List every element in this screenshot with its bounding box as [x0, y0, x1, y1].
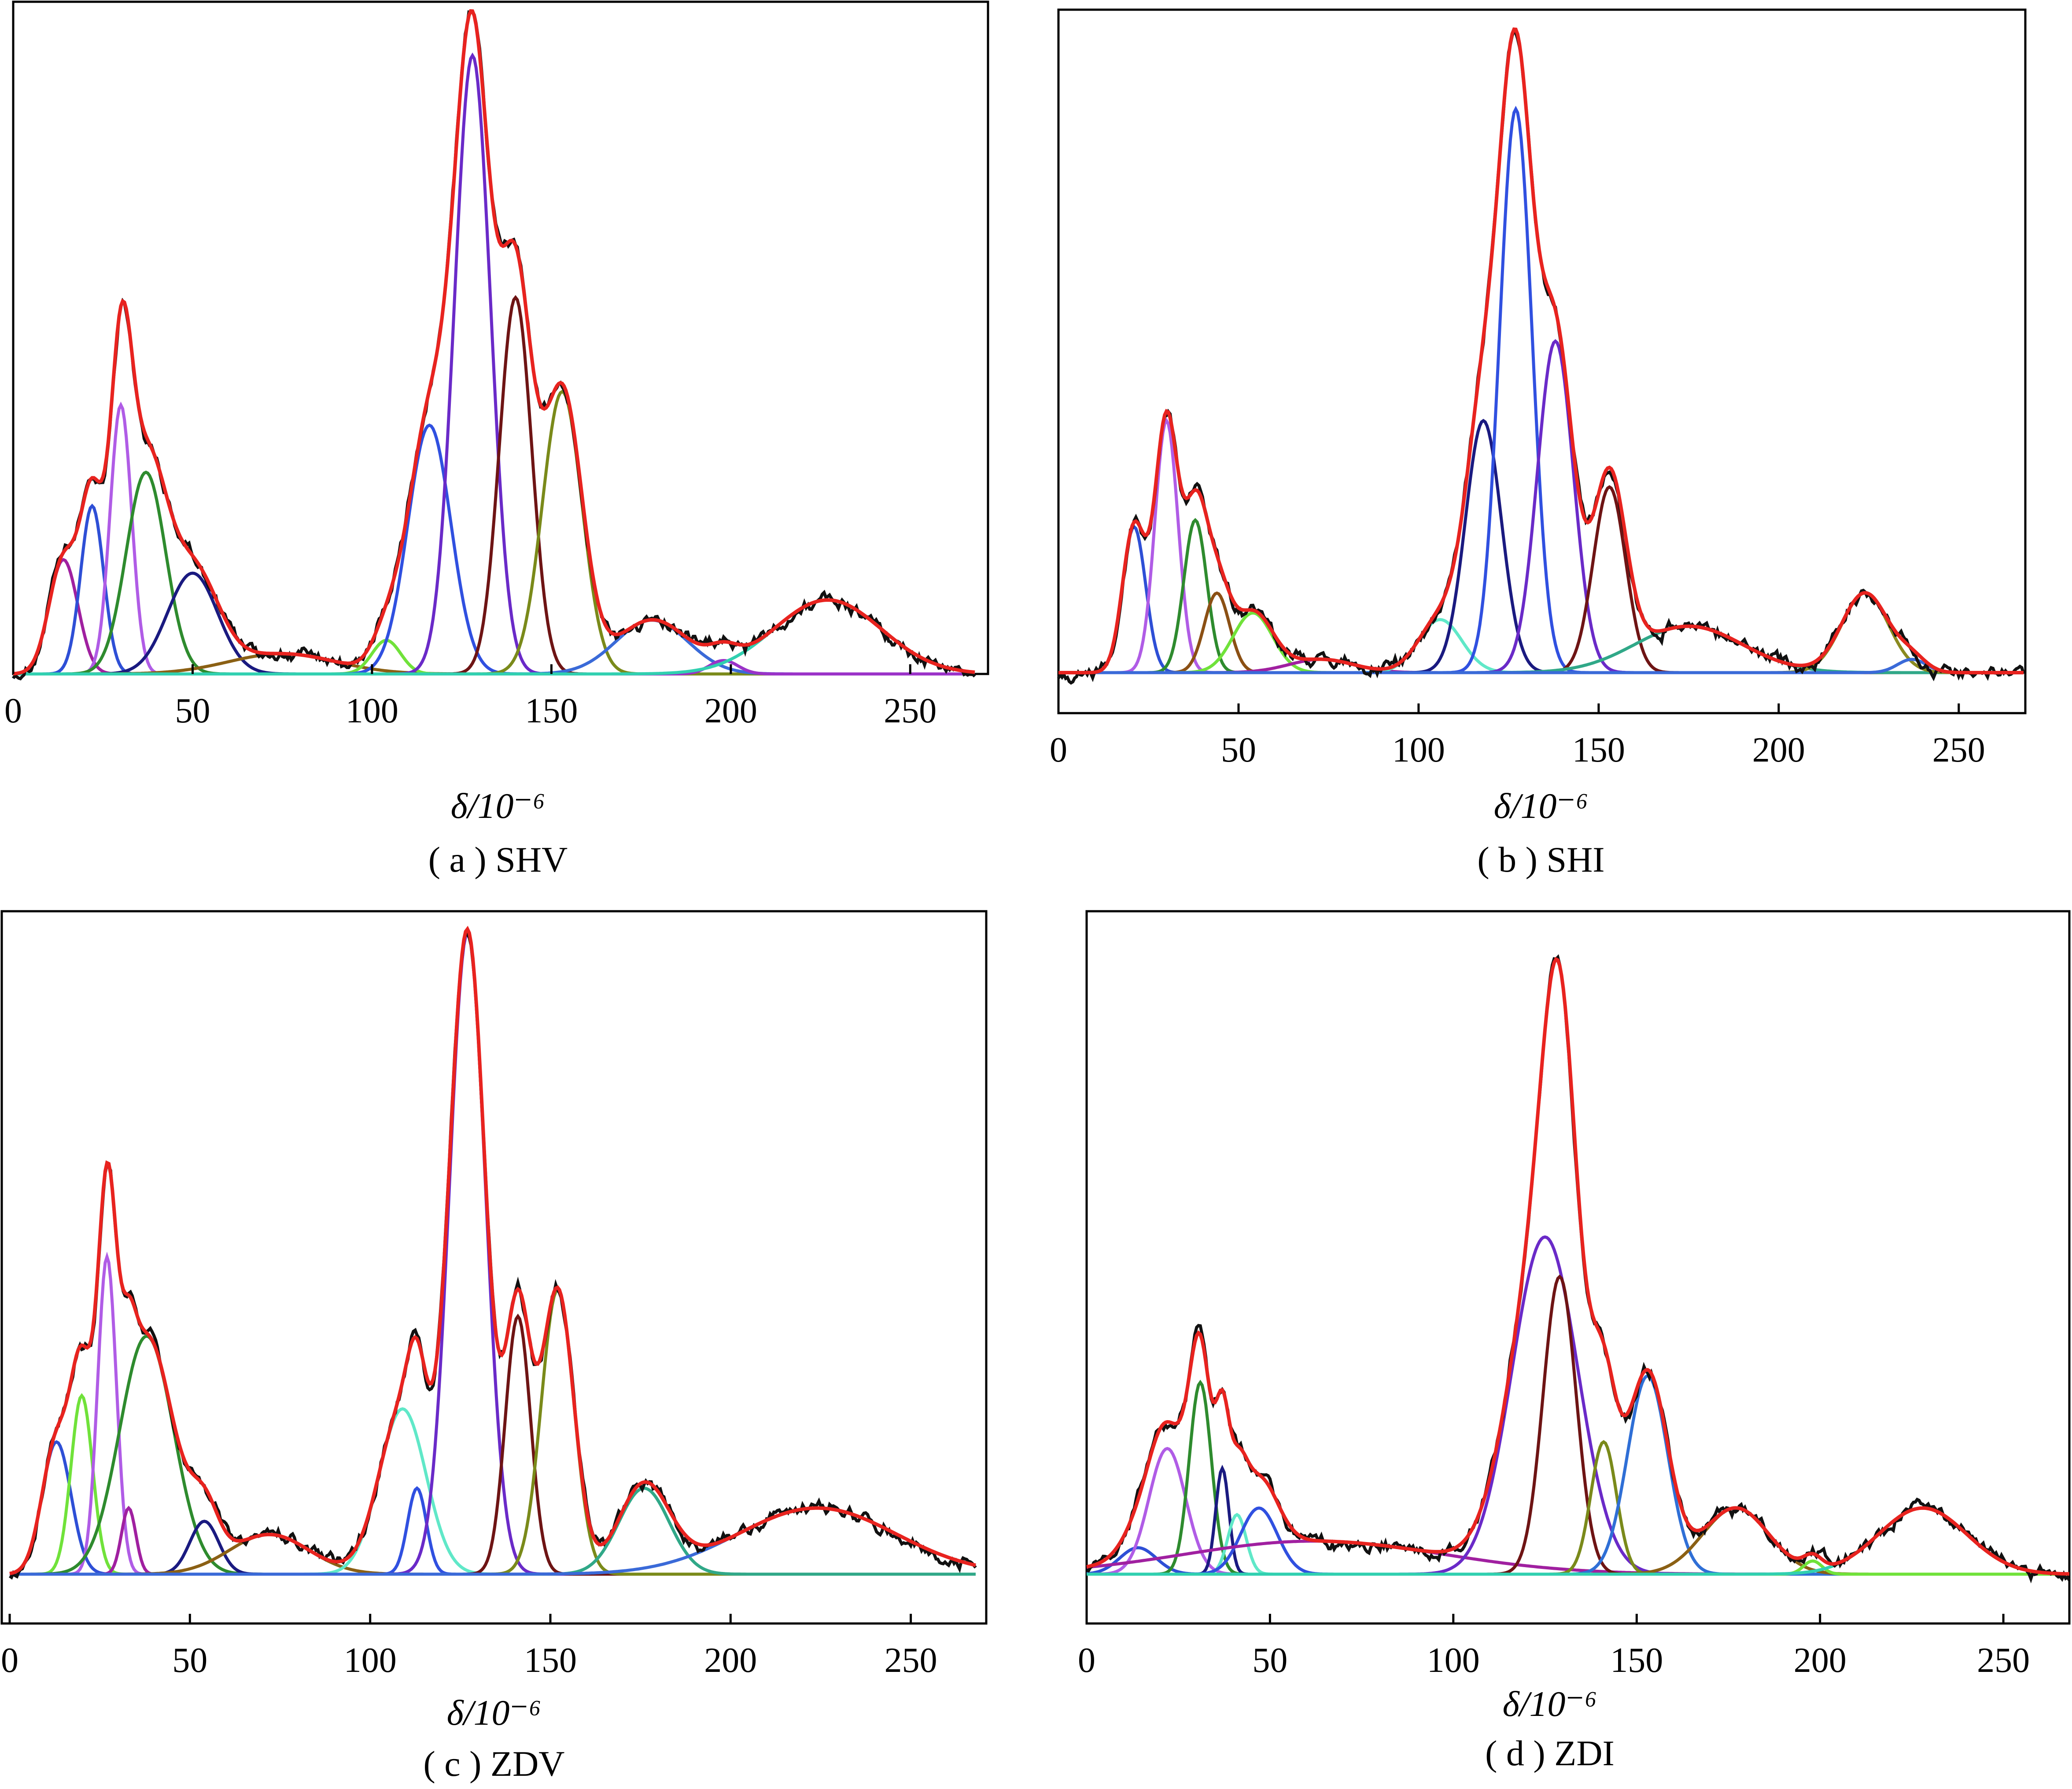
panel-c-x-axis-label: δ/10⁻⁶ [447, 1693, 542, 1733]
component-peak-3 [1058, 518, 2024, 674]
tick-label: 100 [1427, 1641, 1480, 1680]
panel-c-frame [0, 910, 988, 1625]
tick-label: 0 [1078, 1641, 1095, 1680]
panel-d-components [1086, 1235, 2070, 1576]
panel-b-x-axis-label: δ/10⁻⁶ [1494, 786, 1589, 826]
panel-d-measured-curve [1086, 954, 2071, 1584]
component-peak-5 [13, 571, 975, 676]
panel-b-components [1058, 106, 2024, 674]
tick-label: 0 [1, 1641, 18, 1680]
component-peak-9 [1058, 106, 2024, 674]
panel-b-x-ticks: 0 50 100 150 200 250 [1050, 703, 1985, 769]
panel-d-x-axis-label: δ/10⁻⁶ [1503, 1684, 1597, 1724]
component-peak-2 [10, 1393, 976, 1576]
panel-d-x-ticks: 0 50 100 150 200 250 [1078, 1614, 2030, 1680]
tick-label: 150 [1572, 731, 1625, 769]
component-peak-10 [10, 930, 976, 1576]
panel-c-caption: ( c ) ZDV [423, 1744, 564, 1784]
panel-a-components [13, 52, 975, 676]
tick-label: 50 [175, 692, 210, 730]
tick-label: 200 [704, 1641, 757, 1680]
tick-label: 100 [1392, 731, 1445, 769]
component-peak-9 [1087, 1274, 2069, 1576]
tick-label: 50 [1221, 731, 1256, 769]
tick-label: 250 [1977, 1641, 2030, 1680]
component-peak-8 [10, 1407, 976, 1576]
panel-c-components [9, 930, 976, 1576]
tick-label: 150 [524, 1641, 577, 1680]
panel-b-measured-curve [1057, 28, 2025, 685]
tick-label: 50 [1252, 1641, 1287, 1680]
tick-label: 0 [4, 692, 22, 730]
panel-c: 0 50 100 150 200 250 δ/10⁻⁶ ( c ) ZDV [0, 910, 988, 1784]
tick-label: 50 [172, 1641, 207, 1680]
panel-d-frame [1085, 910, 2071, 1625]
tick-label: 250 [1932, 731, 1985, 769]
panel-a-frame [12, 0, 989, 675]
tick-label: 100 [344, 1641, 397, 1680]
component-peak-9 [13, 52, 975, 676]
panel-d: 0 50 100 150 200 250 δ/10⁻⁶ ( d ) ZDI [1078, 910, 2071, 1773]
tick-label: 150 [525, 692, 578, 730]
panel-b-fit-curve [1058, 27, 2024, 674]
panel-a-x-axis-label: δ/10⁻⁶ [451, 786, 546, 826]
panel-a-x-ticks: 0 50 100 150 200 250 [4, 664, 936, 730]
tick-label: 250 [885, 1641, 937, 1680]
panel-b-frame [1057, 8, 2027, 714]
tick-label: 100 [346, 692, 398, 730]
tick-label: 150 [1610, 1641, 1663, 1680]
panel-b: 0 50 100 150 200 250 δ/10⁻⁶ ( b ) SHI [1050, 8, 2027, 880]
component-peak-7 [13, 639, 975, 676]
panel-c-fit-curve [9, 925, 976, 1575]
tick-label: 250 [884, 692, 936, 730]
panel-a-caption: ( a ) SHV [428, 839, 568, 880]
component-peak-14 [1058, 658, 2024, 674]
component-peak-12 [13, 618, 975, 676]
component-peak-1 [13, 558, 975, 676]
tick-label: 200 [1794, 1641, 1847, 1680]
panel-c-measured-curve [8, 930, 977, 1580]
panel-b-caption: ( b ) SHI [1477, 839, 1604, 880]
tick-label: 0 [1050, 731, 1067, 769]
panel-d-fit-curve [1086, 957, 2070, 1576]
tick-label: 200 [1752, 731, 1805, 769]
panel-d-caption: ( d ) ZDI [1485, 1733, 1615, 1773]
component-peak-5 [1058, 611, 2024, 674]
panel-a-fit-curve [13, 9, 975, 676]
panel-c-x-ticks: 0 50 100 150 200 250 [1, 1614, 937, 1680]
tick-label: 200 [704, 692, 757, 730]
panel-a: 0 50 100 150 200 250 δ/10⁻⁶ ( a ) SHV [4, 0, 989, 880]
component-peak-6 [10, 1520, 976, 1576]
